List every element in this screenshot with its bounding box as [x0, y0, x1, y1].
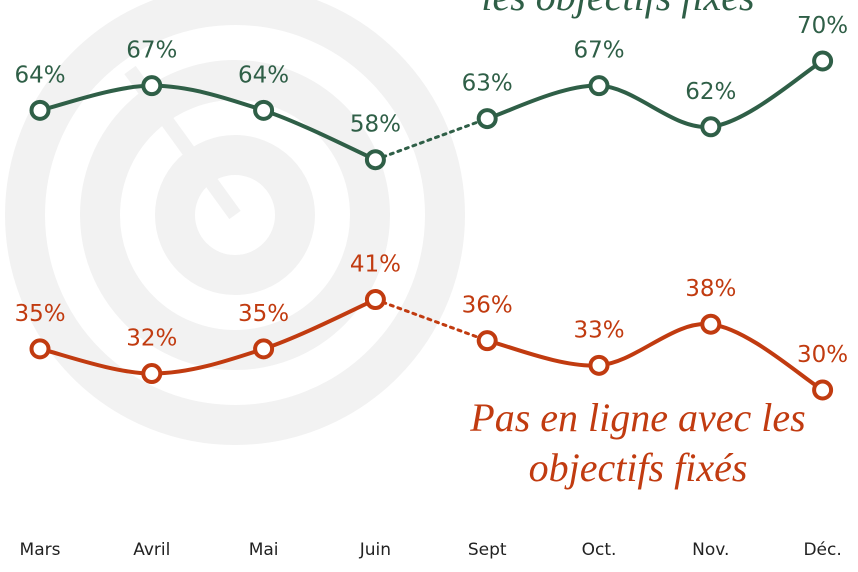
data-label: 64% — [238, 62, 289, 88]
data-label: 67% — [126, 38, 177, 64]
data-label: 30% — [797, 342, 848, 368]
point — [32, 102, 49, 119]
point — [143, 365, 160, 382]
data-label: 35% — [14, 301, 65, 327]
series-annotation: Pas en ligne avec les objectifs fixés — [438, 393, 838, 493]
line — [487, 61, 822, 127]
x-tick-label: Déc. — [803, 540, 841, 560]
x-tick-label: Avril — [133, 540, 170, 560]
series-annotation: les objectifs fixés — [438, 0, 798, 22]
x-tick-label: Juin — [359, 540, 391, 560]
data-label: 33% — [573, 317, 624, 343]
x-tick-label: Oct. — [582, 540, 617, 560]
point — [702, 316, 719, 333]
point — [591, 77, 608, 94]
point — [367, 151, 384, 168]
data-label: 36% — [462, 293, 513, 319]
data-label: 32% — [126, 326, 177, 352]
point — [143, 77, 160, 94]
point — [479, 110, 496, 127]
x-tick-label: Mai — [249, 540, 279, 560]
data-label: 62% — [685, 79, 736, 105]
data-label: 35% — [238, 301, 289, 327]
data-label: 70% — [797, 13, 848, 39]
point — [367, 291, 384, 308]
data-label: 58% — [350, 112, 401, 138]
point — [255, 102, 272, 119]
point — [702, 118, 719, 135]
point — [479, 332, 496, 349]
data-label: 38% — [685, 276, 736, 302]
data-label: 64% — [14, 62, 65, 88]
data-label: 67% — [573, 38, 624, 64]
x-tick-label: Nov. — [692, 540, 729, 560]
point — [255, 340, 272, 357]
data-label: 41% — [350, 252, 401, 278]
chart: Mars Avril Mai Juin Sept Oct. Nov. Déc. 64% 67% 64… — [0, 0, 858, 572]
data-label: 63% — [462, 71, 513, 97]
point — [814, 53, 831, 70]
x-tick-label: Sept — [468, 540, 507, 560]
x-tick-label: Mars — [20, 540, 61, 560]
point — [591, 357, 608, 374]
point — [32, 340, 49, 357]
line — [487, 324, 822, 390]
